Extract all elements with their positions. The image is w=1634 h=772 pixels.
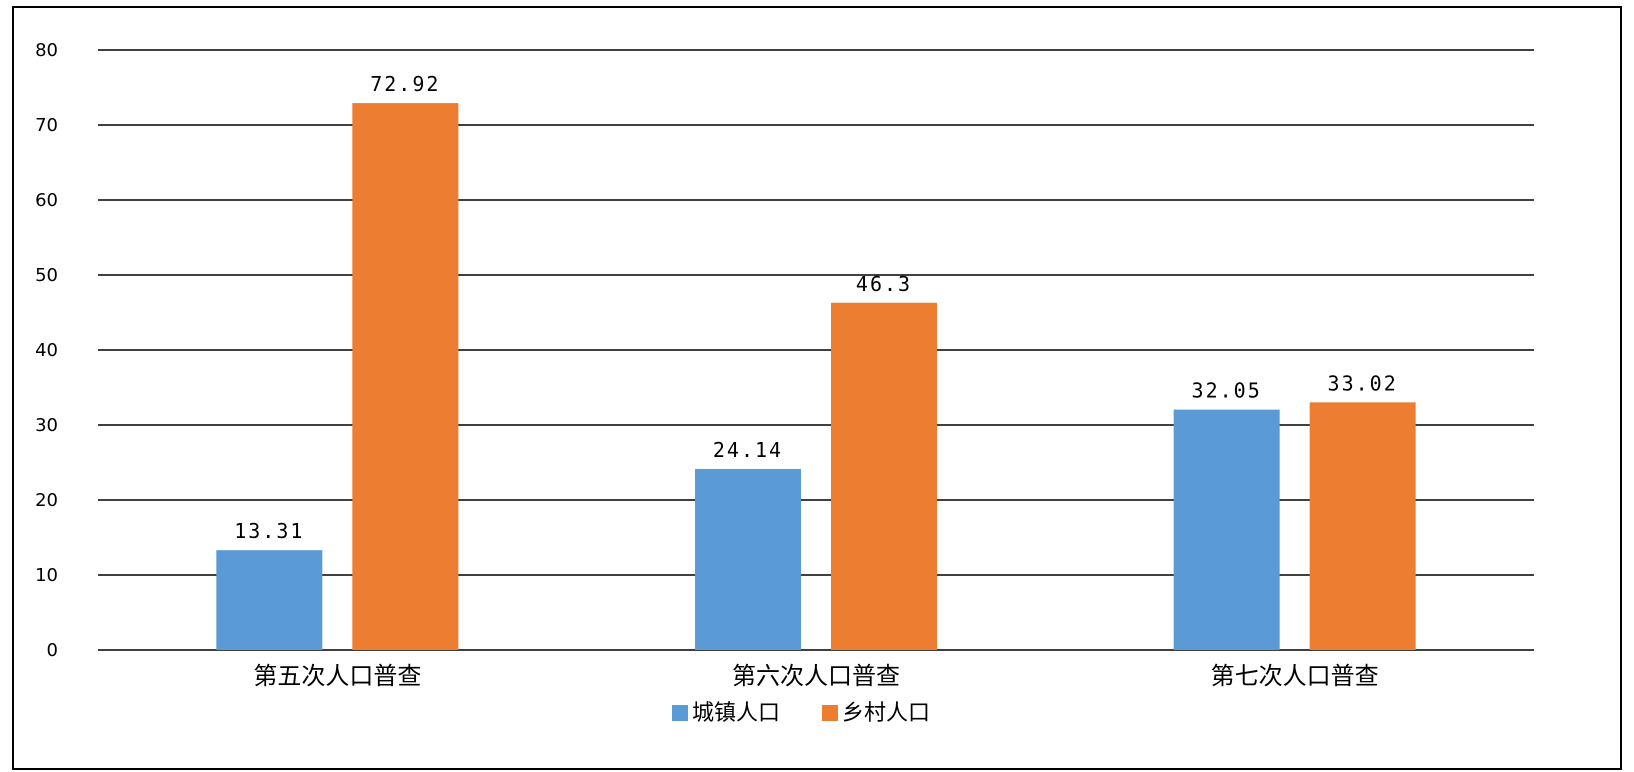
data-label: 46.3 <box>856 272 912 296</box>
y-tick-label: 60 <box>35 190 58 211</box>
data-label: 72.92 <box>370 72 440 96</box>
legend-label: 城镇人口 <box>692 701 780 726</box>
x-axis-category-labels: 第五次人口普查 第六次人口普查 第七次人口普查 <box>253 662 1378 690</box>
legend-swatch <box>672 705 688 721</box>
chart-frame: 0 10 20 30 40 50 60 70 80 13.31 72.92 24.14 46.3 32.… <box>12 6 1622 770</box>
y-tick-label: 50 <box>35 265 58 286</box>
bar-chart: 0 10 20 30 40 50 60 70 80 13.31 72.92 24.14 46.3 32.… <box>35 40 1534 726</box>
bar-rural <box>1309 402 1416 650</box>
data-label: 32.05 <box>1192 379 1262 403</box>
data-labels: 13.31 72.92 24.14 46.3 32.05 33.02 <box>234 72 1398 543</box>
bar-urban <box>216 550 323 650</box>
y-tick-label: 80 <box>35 40 58 61</box>
y-axis-tick-labels: 0 10 20 30 40 50 60 70 80 <box>35 40 58 661</box>
y-tick-label: 20 <box>35 490 58 511</box>
y-tick-label: 40 <box>35 340 58 361</box>
bars <box>216 103 1416 651</box>
gridlines <box>98 49 1534 651</box>
y-tick-label: 0 <box>47 640 58 661</box>
bar-rural <box>352 103 459 651</box>
legend-label: 乡村人口 <box>842 701 930 726</box>
legend-swatch <box>822 705 838 721</box>
y-tick-label: 10 <box>35 565 58 586</box>
bar-rural <box>831 302 937 650</box>
legend: 城镇人口 乡村人口 <box>672 701 930 726</box>
data-label: 13.31 <box>234 519 304 543</box>
bar-urban <box>695 468 801 650</box>
x-category-label: 第六次人口普查 <box>732 662 900 690</box>
x-category-label: 第五次人口普查 <box>253 662 421 690</box>
y-tick-label: 70 <box>35 115 58 136</box>
x-category-label: 第七次人口普查 <box>1211 662 1379 690</box>
bar-urban <box>1173 409 1280 650</box>
data-label: 33.02 <box>1328 371 1398 395</box>
data-label: 24.14 <box>713 438 783 462</box>
y-tick-label: 30 <box>35 415 58 436</box>
